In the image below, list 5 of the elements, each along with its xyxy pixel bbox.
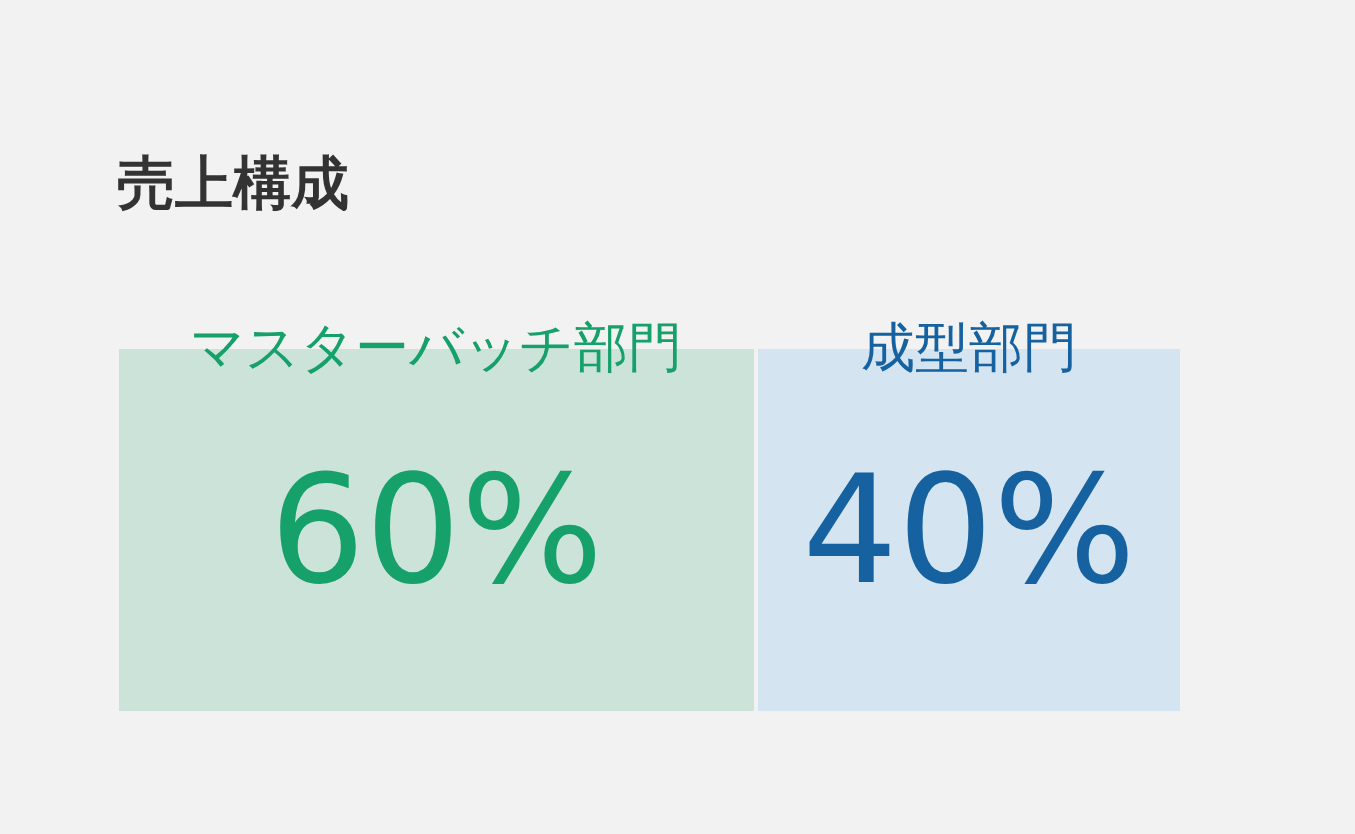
series-label: マスターバッチ部門 bbox=[190, 316, 682, 379]
chart-title: 売上構成 bbox=[117, 149, 349, 218]
data-label: 60% bbox=[269, 443, 604, 617]
series-label: 成型部門 bbox=[861, 316, 1077, 379]
data-label: 40% bbox=[802, 443, 1136, 617]
